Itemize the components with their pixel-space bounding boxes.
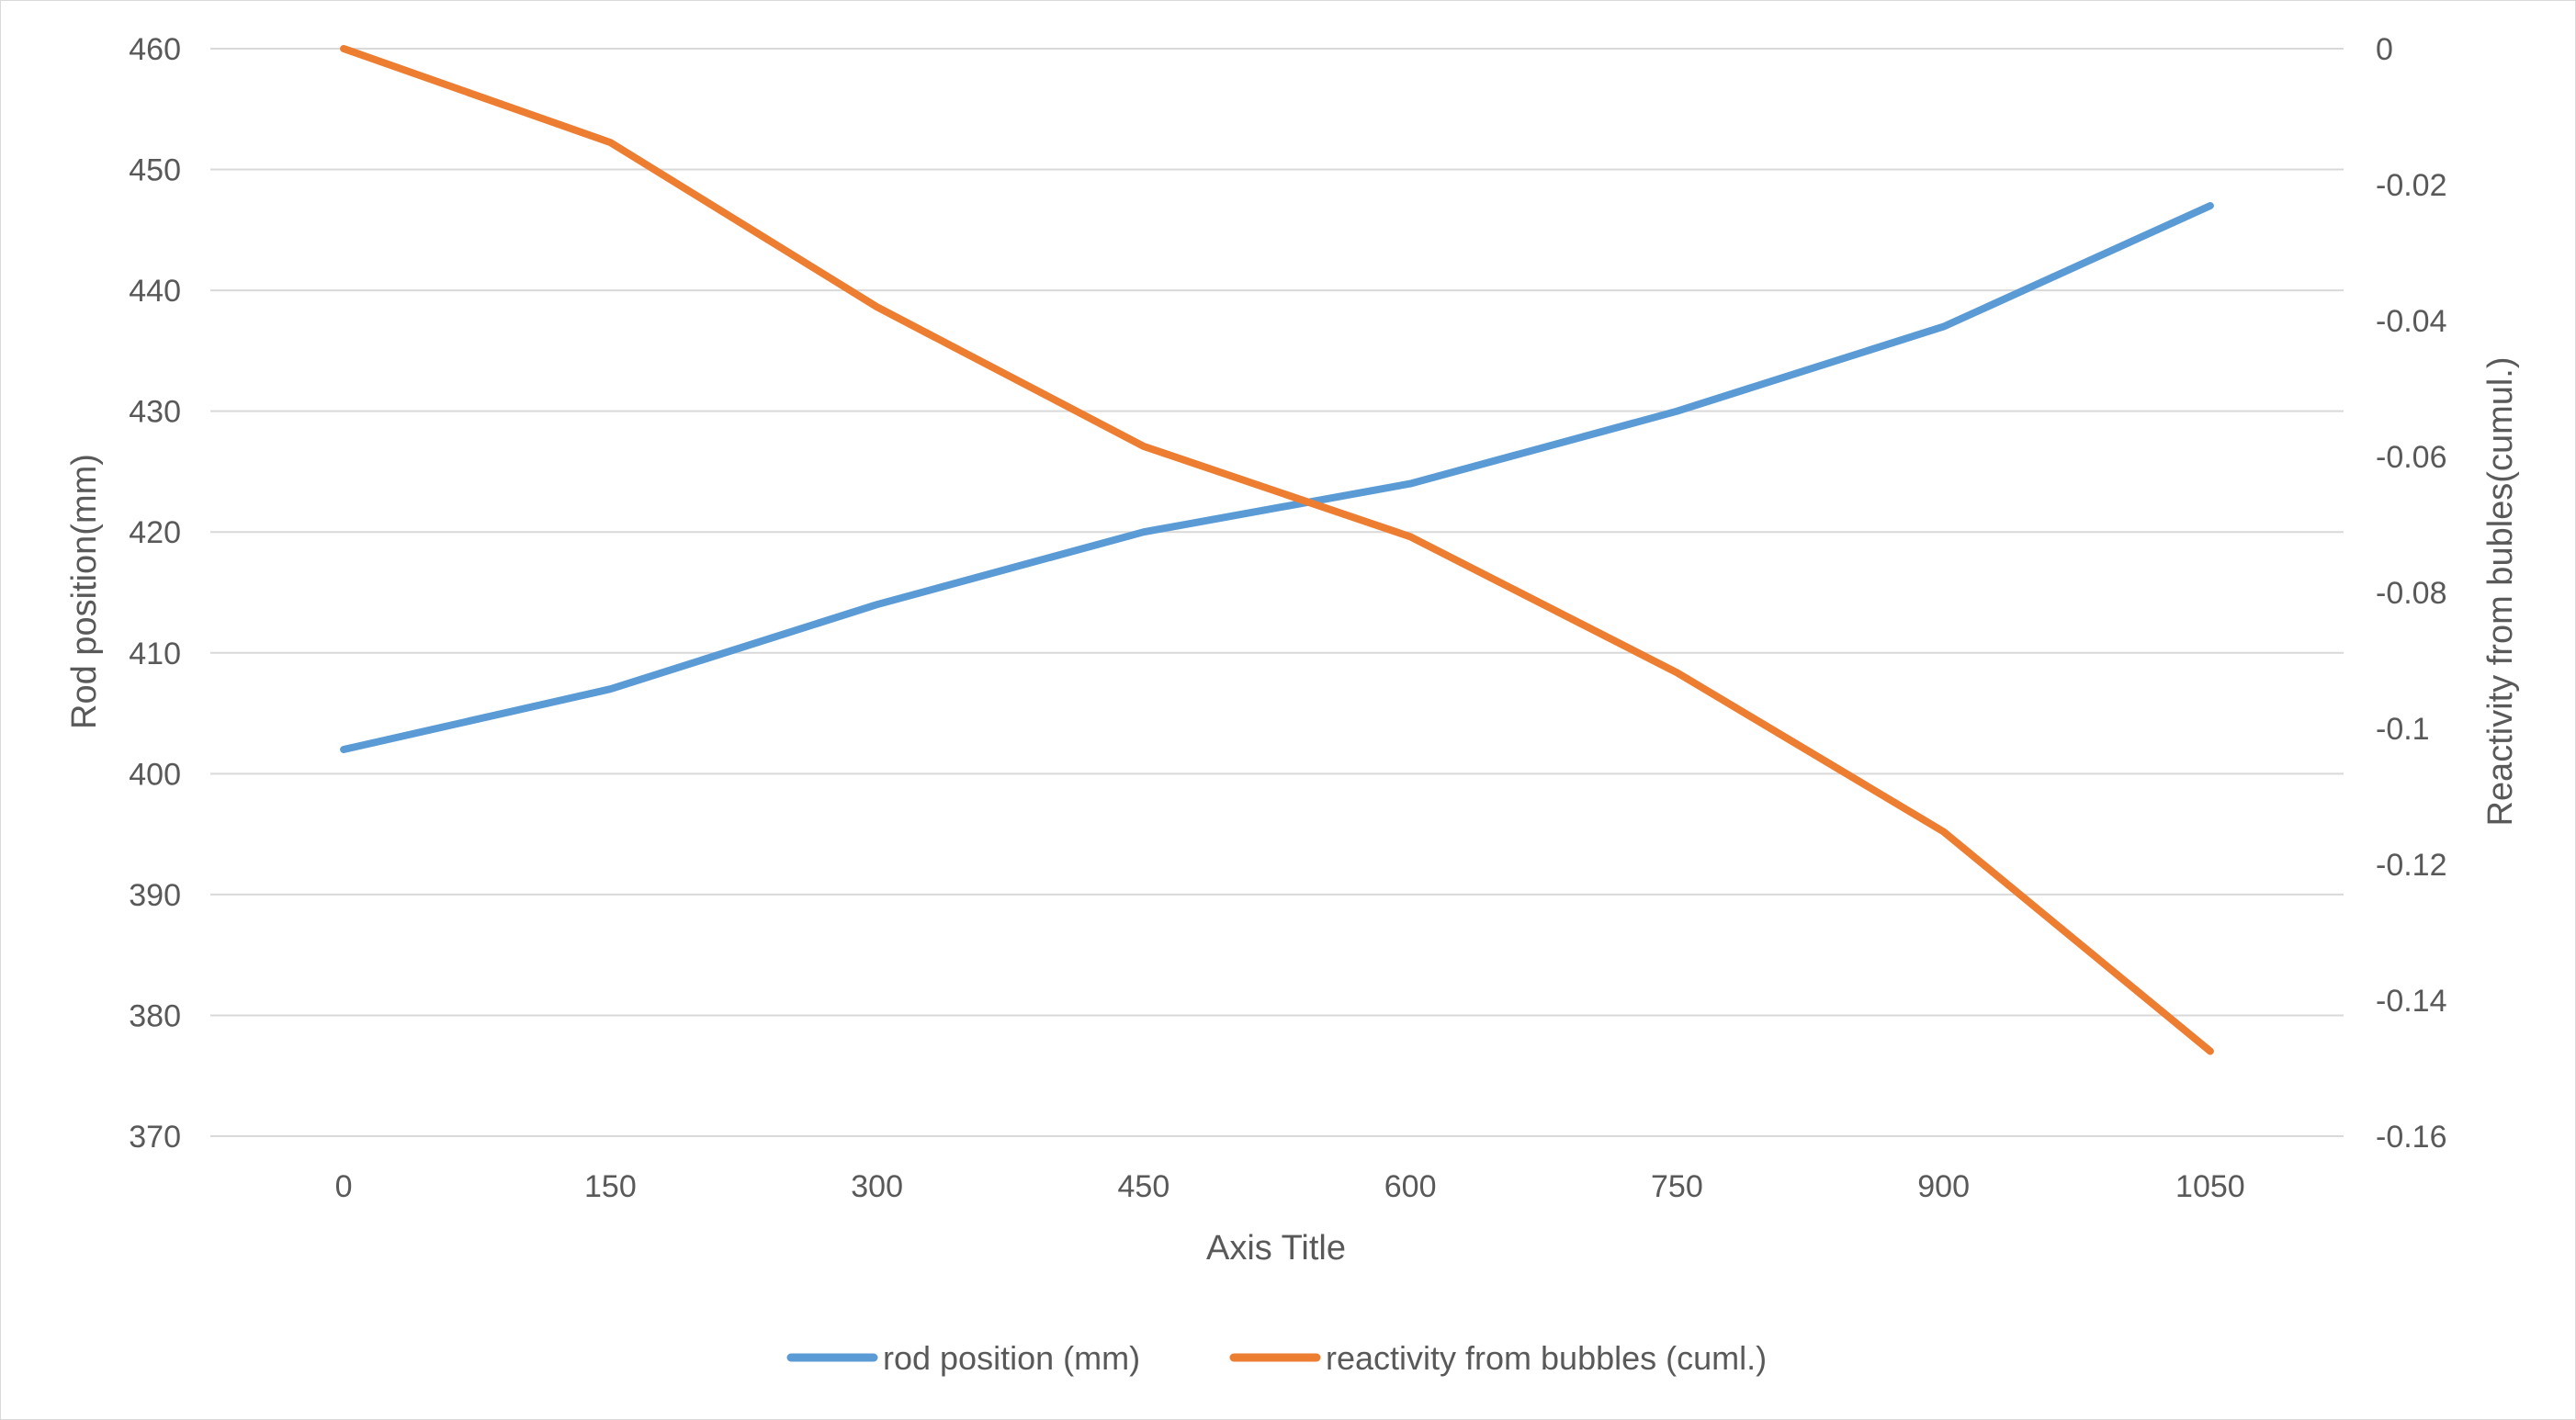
x-tick-label: 900 [1917,1169,1970,1204]
y-tick-label: 460 [129,32,181,67]
y-axis-title: Rod position(mm) [65,454,104,729]
y2-tick-label: -0.14 [2376,984,2447,1019]
y2-axis-title: Reactivity from bubles(cumul.) [2481,356,2520,826]
x-axis-ticks: 0 150 300 450 600 750 900 1050 [335,1169,2245,1204]
x-tick-label: 0 [335,1169,353,1204]
series-line-1 [340,45,2214,1055]
legend-label-reactivity: reactivity from bubbles (cuml.) [1326,1339,1767,1377]
y-tick-label: 400 [129,757,181,792]
y-tick-label: 430 [129,395,181,430]
right-axis-ticks: -0.16 -0.14 -0.12 -0.1 -0.08 -0.06 -0.04 -0.02 0 [2376,32,2447,1155]
y-tick-label: 450 [129,153,181,188]
left-axis-ticks: 370 380 390 400 410 420 430 440 450 460 [129,32,181,1155]
y2-tick-label: -0.08 [2376,576,2447,611]
y-tick-label: 390 [129,878,181,913]
y2-tick-label: -0.04 [2376,304,2447,339]
y2-tick-label: -0.12 [2376,848,2447,883]
x-tick-label: 150 [584,1169,637,1204]
y-tick-label: 420 [129,515,181,550]
y-tick-label: 440 [129,274,181,309]
y-tick-label: 370 [129,1120,181,1155]
x-tick-label: 600 [1384,1169,1437,1204]
y2-tick-label: -0.02 [2376,168,2447,203]
legend: rod position (mm) reactivity from bubble… [786,1339,1767,1377]
y2-tick-label: -0.16 [2376,1120,2447,1155]
gridlines [210,48,2344,1137]
series-lines [340,45,2214,1055]
x-tick-label: 750 [1651,1169,1703,1204]
x-tick-label: 450 [1118,1169,1170,1204]
series-line-0 [340,202,2214,753]
legend-label-rod-position: rod position (mm) [883,1339,1140,1377]
y-tick-label: 410 [129,637,181,671]
x-tick-label: 1050 [2175,1169,2245,1204]
y2-tick-label: -0.06 [2376,440,2447,475]
x-tick-label: 300 [851,1169,903,1204]
x-axis-title: Axis Title [1206,1229,1346,1268]
y2-tick-label: -0.1 [2376,712,2430,747]
y-tick-label: 380 [129,998,181,1033]
y2-tick-label: 0 [2376,32,2393,67]
